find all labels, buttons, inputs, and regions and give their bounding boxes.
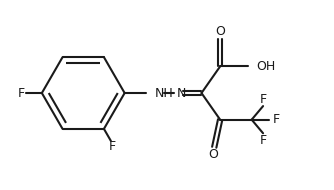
Text: F: F	[273, 113, 280, 126]
Text: O: O	[208, 148, 218, 161]
Text: O: O	[215, 25, 225, 38]
Text: N: N	[177, 86, 186, 100]
Text: F: F	[18, 86, 25, 100]
Text: OH: OH	[257, 60, 276, 73]
Text: F: F	[260, 134, 267, 147]
Text: NH: NH	[155, 86, 174, 100]
Text: F: F	[108, 140, 115, 153]
Text: F: F	[260, 93, 267, 106]
